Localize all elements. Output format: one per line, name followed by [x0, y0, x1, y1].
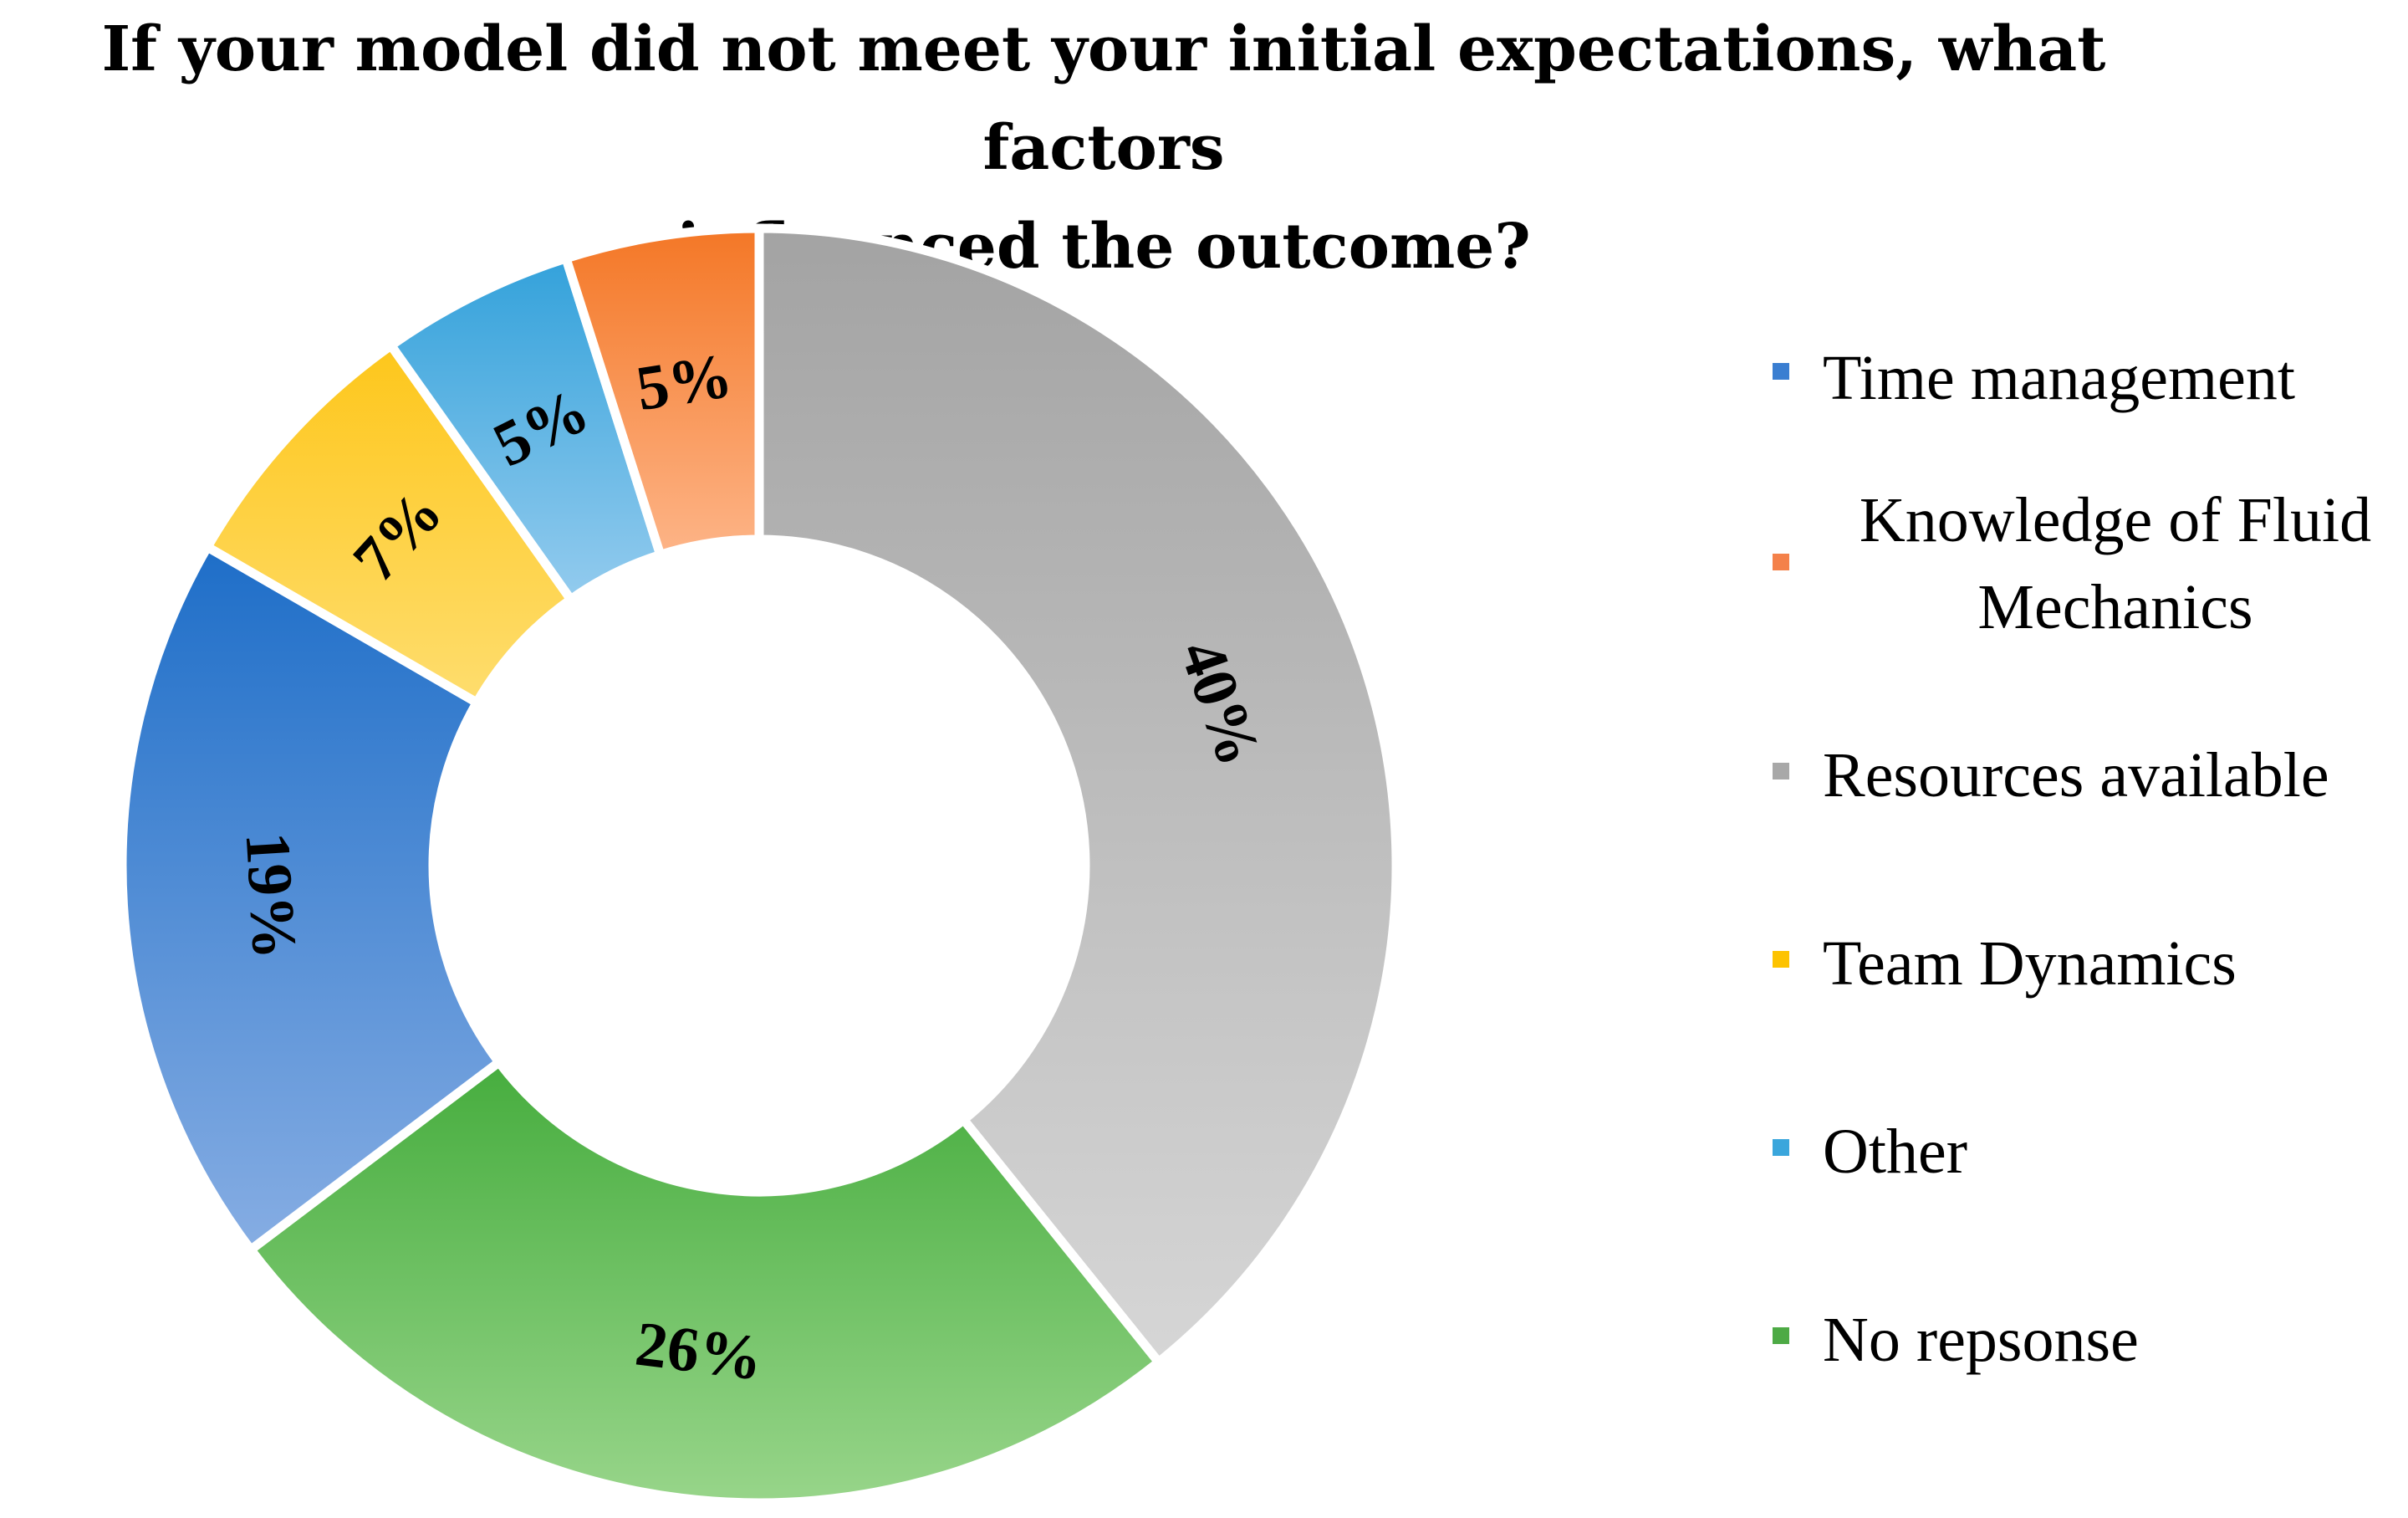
- donut-chart: 40%26%19%7%5% 5%: [117, 223, 1401, 1508]
- data-label-knowledge-of-fluid-mechanics: 5%: [631, 340, 737, 424]
- legend-swatch-time-management: [1773, 363, 1789, 380]
- legend-swatch-no-repsonse: [1773, 1327, 1789, 1344]
- chart-title: If your model did not meet your initial …: [0, 0, 2207, 296]
- slice-resources-available: [754, 223, 1401, 1369]
- legend-label-no-repsonse: No repsonse: [1823, 1305, 2139, 1375]
- legend-label-time-management: Time management: [1823, 343, 2295, 413]
- data-label-no-repsonse: 26%: [632, 1309, 767, 1394]
- legend-swatch-knowledge-of-fluid-mechanics: [1773, 554, 1789, 570]
- legend-label-knowledge-of-fluid-mechanics: Knowledge of Fluid Mechanics: [1859, 485, 2372, 642]
- legend-label-other: Other: [1823, 1117, 1968, 1187]
- chart-title-line-1: If your model did not meet your initial …: [101, 13, 2106, 184]
- legend-swatch-other: [1773, 1139, 1789, 1156]
- data-label-time-management: 19%: [232, 831, 310, 962]
- legend-label-team-dynamics: Team Dynamics: [1823, 928, 2237, 999]
- slice-time-management: [117, 540, 506, 1256]
- slice-knowledge-of-fluid-mechanics: [560, 223, 764, 561]
- legend-swatch-resources-available: [1773, 763, 1789, 779]
- legend-swatch-team-dynamics: [1773, 951, 1789, 968]
- slice-no-repsonse: [244, 1055, 1166, 1508]
- legend-label-resources-available: Resources available: [1823, 740, 2329, 810]
